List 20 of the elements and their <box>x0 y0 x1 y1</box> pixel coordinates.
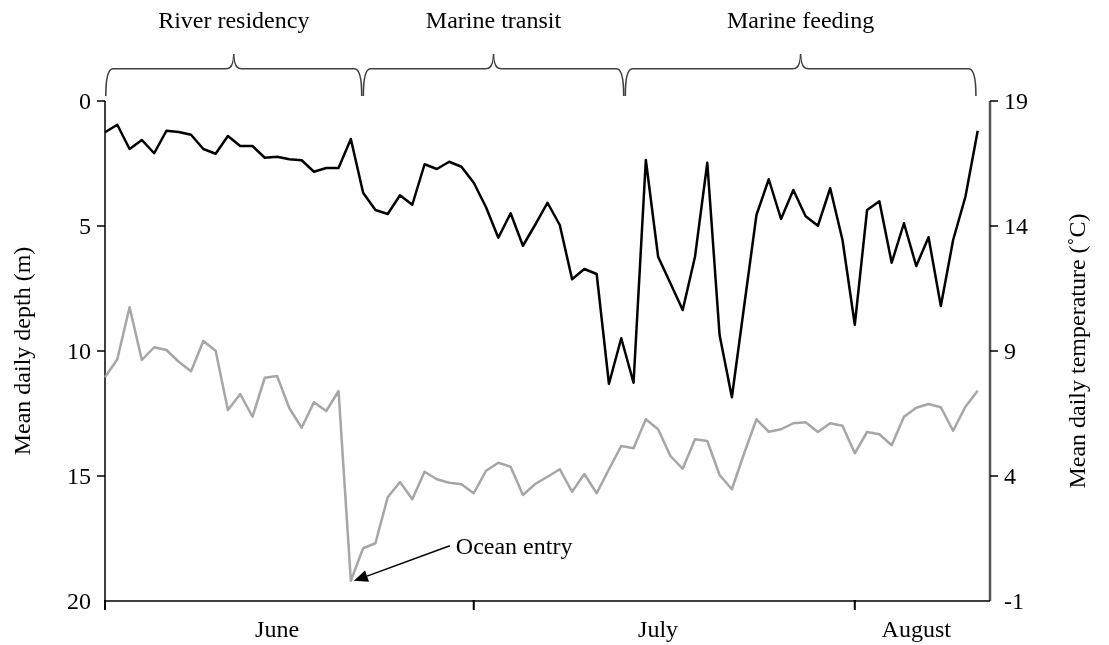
y-tick-label: 5 <box>79 213 91 240</box>
annotation: Ocean entry <box>455 533 573 560</box>
x-tick-label: July <box>638 616 679 642</box>
y-axis-title: Mean daily depth (m) <box>9 246 35 456</box>
y2-tick-label: 4 <box>1004 463 1016 490</box>
y2-tick-label: -1 <box>1004 588 1024 615</box>
y2-tick-label: 9 <box>1004 338 1016 365</box>
y-tick-label: 20 <box>67 588 91 615</box>
y-tick-label: 15 <box>67 463 91 490</box>
y-tick-label: 0 <box>79 88 91 115</box>
x-tick-label: June <box>255 616 300 642</box>
y2-tick-label: 19 <box>1004 88 1028 115</box>
line-series <box>103 306 979 582</box>
y2-tick-label: 14 <box>1004 213 1028 240</box>
y-tick-label: 10 <box>67 338 91 365</box>
text: River residency <box>158 7 310 33</box>
text: Marine transit <box>425 7 562 33</box>
text: Marine feeding <box>726 7 875 33</box>
x-tick-label: August <box>881 616 952 642</box>
y2-axis-title: Mean daily temperature (˚C) <box>1064 213 1090 489</box>
